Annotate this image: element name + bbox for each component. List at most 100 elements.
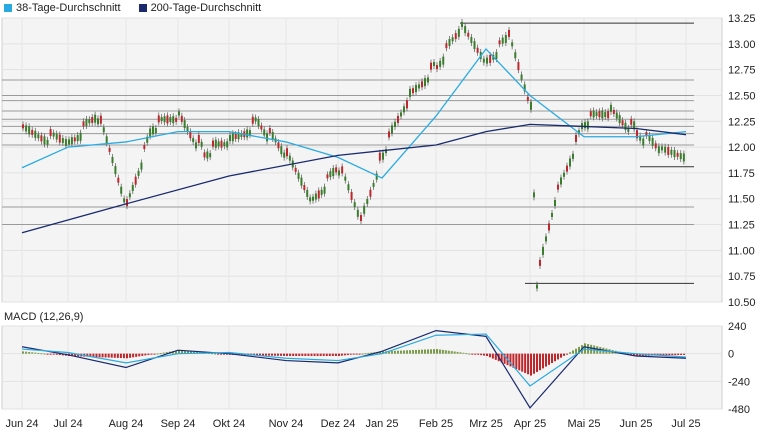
macd-histogram-bar [52, 353, 55, 355]
candle-body [335, 167, 338, 173]
macd-histogram-bar [150, 353, 153, 355]
x-tick-label: Mrz 25 [469, 418, 503, 430]
macd-histogram-bar [636, 353, 638, 356]
legend-label-38: 38-Tage-Durchschnitt [16, 2, 121, 14]
x-tick-label: Dez 24 [321, 418, 356, 430]
macd-histogram-bar [638, 353, 641, 356]
macd-histogram-bar [557, 353, 559, 360]
candle-body [651, 137, 654, 146]
candle-body [554, 199, 556, 206]
legend-item-38: 38-Tage-Durchschnitt [4, 1, 121, 15]
candle-body [657, 146, 660, 154]
candle-body [329, 171, 332, 178]
candle-body [645, 132, 648, 137]
macd-histogram-bar [370, 352, 373, 354]
candle-body [385, 149, 387, 154]
candle-body [604, 112, 607, 118]
candle-body [584, 122, 586, 129]
macd-histogram-bar [462, 352, 465, 354]
candle-body [166, 115, 169, 124]
price-y-tick-label: 10.50 [728, 297, 756, 309]
candle-body [388, 131, 390, 138]
macd-histogram-bar [500, 353, 503, 363]
candle-body [430, 62, 432, 70]
legend-swatch-200 [138, 4, 147, 12]
macd-histogram-bar [40, 353, 43, 355]
macd-histogram-bar [515, 353, 518, 370]
candle-body [25, 125, 28, 132]
candle-body [131, 184, 134, 191]
macd-histogram-bar [122, 353, 125, 359]
candle-body [108, 147, 111, 152]
candle-body [206, 151, 209, 159]
macd-histogram-bar [444, 350, 447, 354]
macd-histogram-bar [521, 353, 524, 372]
macd-histogram-bar [174, 350, 177, 354]
candle-body [621, 120, 624, 126]
macd-histogram-bar [95, 353, 98, 358]
candle-body [482, 58, 485, 63]
macd-histogram-bar [271, 353, 273, 356]
macd-histogram-bar [545, 353, 547, 367]
macd-histogram-bar [433, 349, 435, 354]
macd-histogram-bar [193, 351, 195, 354]
candle-body [169, 117, 172, 123]
candle-body [618, 115, 621, 124]
macd-histogram-bar [156, 353, 159, 355]
candle-body [70, 137, 73, 145]
macd-histogram-bar [659, 353, 662, 356]
x-tick-label: Sep 24 [161, 418, 196, 430]
candle-body [163, 116, 166, 123]
macd-histogram-bar [563, 353, 565, 356]
macd-histogram-bar [436, 349, 438, 354]
macd-histogram-bar [480, 353, 483, 356]
candle-body [633, 121, 636, 130]
candle-body [486, 57, 488, 64]
candle-body [442, 56, 445, 65]
candle-body [448, 39, 451, 46]
price-y-tick-label: 11.75 [728, 168, 755, 180]
candle-body [560, 177, 562, 185]
candle-body [120, 186, 123, 194]
candle-body [280, 146, 283, 155]
candle-body [46, 139, 49, 145]
candle-body [240, 132, 243, 137]
macd-histogram-bar [277, 353, 279, 356]
macd-histogram-bar [74, 353, 77, 357]
x-tick-label: Jul 25 [671, 418, 700, 430]
candle-body [520, 74, 523, 80]
candle-body [667, 146, 670, 155]
candle-body [91, 116, 94, 123]
macd-histogram-bar [34, 352, 37, 354]
macd-histogram-bar [328, 353, 331, 356]
candle-body [314, 193, 317, 200]
candle-body [37, 134, 40, 139]
macd-histogram-bar [453, 351, 456, 354]
candle-body [575, 134, 577, 142]
price-y-tick-label: 12.25 [728, 116, 756, 128]
macd-histogram-bar [459, 352, 462, 354]
candle-body [183, 120, 186, 129]
macd-histogram-bar [162, 352, 165, 354]
macd-histogram-bar [424, 349, 426, 354]
macd-histogram-bar [503, 353, 506, 364]
macd-line-signal [21, 333, 687, 387]
candle-body [403, 106, 405, 113]
macd-histogram-bar [641, 353, 644, 356]
candle-body [391, 125, 393, 134]
candle-body [294, 167, 297, 172]
macd-histogram-bar [397, 350, 399, 354]
macd-histogram-bar [346, 353, 349, 356]
macd-histogram-bar [560, 353, 562, 358]
x-tick-label: Nov 24 [269, 418, 304, 430]
candle-body [61, 138, 64, 144]
macd-histogram-bar [25, 351, 28, 354]
candle-body [673, 150, 676, 158]
candle-body [612, 109, 615, 114]
x-tick-label: Jul 24 [53, 418, 82, 430]
macd-histogram-bar [214, 353, 216, 355]
candle-body [229, 135, 231, 142]
candle-body [424, 78, 426, 87]
candle-body [22, 124, 24, 129]
